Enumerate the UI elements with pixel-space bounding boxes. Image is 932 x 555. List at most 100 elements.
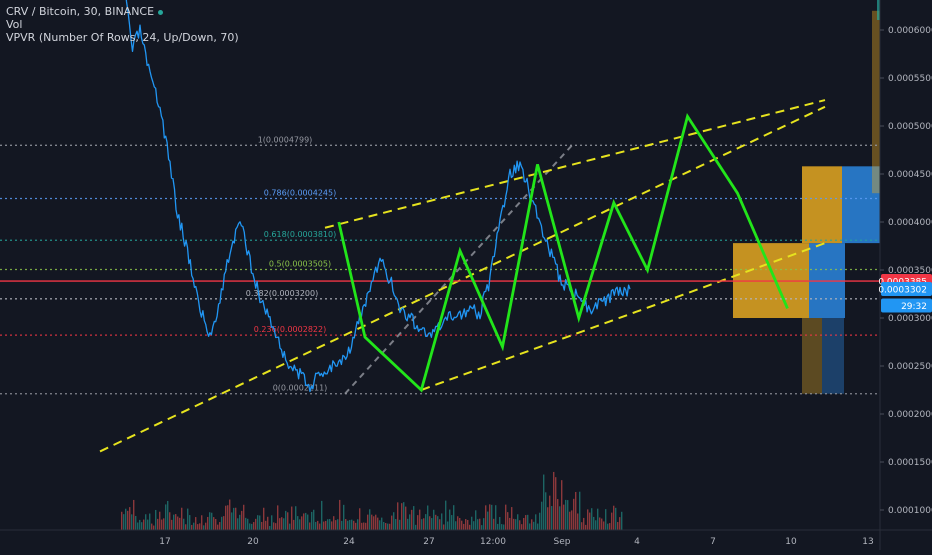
- channel-line: [324, 99, 826, 229]
- volume-bar: [591, 508, 593, 530]
- volume-bar: [555, 477, 557, 530]
- volume-bar: [373, 516, 375, 530]
- volume-bar: [147, 519, 149, 530]
- volume-bar: [603, 521, 605, 530]
- price-series-line: [125, 0, 631, 393]
- vpvr-block: [877, 0, 880, 20]
- vpvr-block: [822, 318, 844, 394]
- volume-bar: [245, 517, 247, 530]
- volume-bar: [125, 508, 127, 530]
- volume-bar: [575, 491, 577, 530]
- volume-bar: [127, 510, 129, 530]
- vpvr-line[interactable]: VPVR (Number Of Rows, 24, Up/Down, 70): [6, 31, 239, 44]
- volume-bar: [371, 514, 373, 530]
- volume-bar: [293, 519, 295, 530]
- volume-bar: [355, 522, 357, 530]
- fib-level-label: 0.786(0.0004245): [264, 188, 336, 197]
- fib-level-label: 0.236(0.0002822): [254, 325, 326, 334]
- volume-bar: [609, 523, 611, 530]
- y-tick-label: 0.0003500: [888, 266, 932, 276]
- x-tick-label: 27: [423, 537, 434, 547]
- symbol-text: CRV / Bitcoin, 30, BINANCE: [6, 5, 155, 18]
- volume-bar: [369, 509, 371, 530]
- volume-bar: [439, 519, 441, 530]
- volume-bar: [325, 520, 327, 530]
- volume-bar: [297, 516, 299, 530]
- volume-bar: [193, 522, 195, 530]
- volume-bar: [263, 507, 265, 530]
- y-tick-label: 0.0002500: [888, 362, 932, 372]
- volume-bar: [515, 519, 517, 530]
- volume-bar: [385, 522, 387, 530]
- volume-bar: [291, 506, 293, 530]
- volume-bar: [543, 474, 545, 530]
- x-tick-label: 7: [710, 537, 716, 547]
- volume-bar: [257, 515, 259, 530]
- volume-bar: [375, 514, 377, 530]
- volume-bar: [173, 514, 175, 530]
- volume-bar: [319, 523, 321, 530]
- x-tick-label: 20: [247, 537, 259, 547]
- y-tick-label: 0.0001500: [888, 458, 932, 468]
- volume-bar: [281, 517, 283, 530]
- y-tick-label: 0.0004000: [888, 218, 932, 228]
- volume-bar: [231, 512, 233, 530]
- volume-bar: [399, 519, 401, 530]
- volume-bar: [243, 504, 245, 530]
- volume-bar: [327, 519, 329, 530]
- volume-bar: [143, 519, 145, 530]
- volume-bar: [241, 510, 243, 530]
- volume-bar: [461, 520, 463, 530]
- volume-bar: [301, 516, 303, 530]
- volume-bar: [139, 519, 141, 530]
- y-tick-label: 0.0004500: [888, 170, 932, 180]
- volume-bar: [235, 507, 237, 530]
- volume-bar: [491, 504, 493, 530]
- volume-bar: [359, 508, 361, 530]
- volume-bar: [265, 520, 267, 530]
- volume-bar: [317, 520, 319, 530]
- volume-bar: [215, 518, 217, 530]
- x-tick-label: 12:00: [480, 537, 506, 547]
- volume-bar: [473, 521, 475, 530]
- volume-bar: [587, 509, 589, 530]
- vol-line[interactable]: Vol: [6, 18, 23, 31]
- y-tick-label: 0.0005000: [888, 122, 932, 132]
- price-layer: [125, 0, 631, 393]
- volume-bar: [511, 507, 513, 530]
- volume-bar: [211, 512, 213, 530]
- volume-bar: [571, 510, 573, 530]
- volume-bar: [531, 519, 533, 530]
- volume-bar: [449, 509, 451, 530]
- volume-bar: [367, 514, 369, 530]
- volume-bar: [431, 518, 433, 530]
- volume-bar: [239, 514, 241, 530]
- pattern-layer: [337, 112, 789, 393]
- volume-bar: [309, 522, 311, 530]
- volume-bar: [569, 511, 571, 530]
- volume-bar: [321, 500, 323, 530]
- volume-bar: [271, 515, 273, 530]
- volume-bar: [387, 523, 389, 530]
- volume-bar: [567, 500, 569, 530]
- volume-bar: [253, 522, 255, 530]
- price-tag: [881, 298, 932, 313]
- volume-bar: [145, 514, 147, 530]
- symbol-line[interactable]: CRV / Bitcoin, 30, BINANCE: [6, 5, 239, 18]
- volume-bar: [283, 518, 285, 530]
- volume-bar: [223, 516, 225, 530]
- volume-bar: [121, 511, 123, 530]
- volume-bar: [619, 517, 621, 530]
- channel-layer: [0, 99, 880, 453]
- volume-bar: [621, 511, 623, 530]
- volume-bar: [159, 511, 161, 530]
- volume-bar: [505, 504, 507, 530]
- volume-bar: [411, 509, 413, 530]
- volume-bar: [187, 508, 189, 530]
- volume-bar: [611, 512, 613, 530]
- fib-level-label: 0.382(0.0003200): [246, 289, 318, 298]
- volume-bar: [303, 513, 305, 530]
- volume-bar: [299, 519, 301, 530]
